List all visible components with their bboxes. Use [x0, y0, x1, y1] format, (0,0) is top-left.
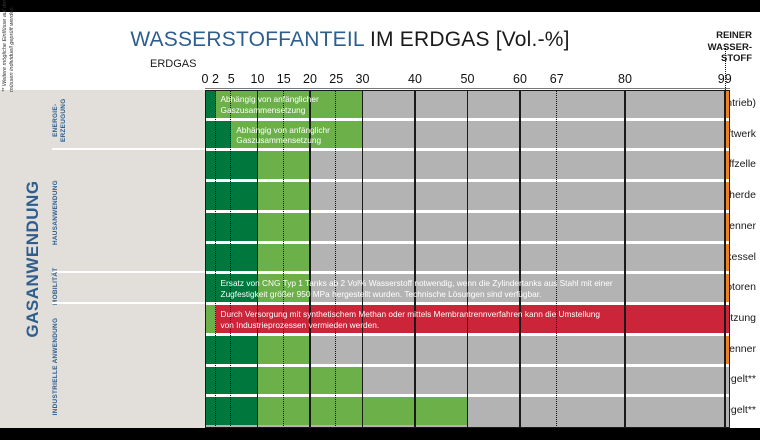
axis-tick-20: 20 — [303, 72, 317, 86]
axis-tick-30: 30 — [355, 72, 370, 86]
left-label-panel — [0, 90, 205, 428]
x-axis-ticks: 0 2 5 10 15 20 25 30 40 50 60 67 80 99 — [0, 72, 760, 90]
cell-annotation: Ersatz von CNG Typ 1 Tanks ab 2 Vol% Was… — [220, 278, 613, 299]
row-label-4: Gasherde — [709, 189, 756, 202]
heatmap-cell — [215, 90, 363, 118]
pure-hydrogen-guide — [724, 48, 726, 90]
letterbox-bar-bottom — [0, 428, 760, 440]
gridline-dotted-15 — [282, 90, 284, 428]
gridline-dotted-25 — [335, 90, 337, 428]
heatmap-cell — [724, 212, 730, 241]
group-separator — [52, 302, 205, 305]
axis-tick-2: 2 — [212, 72, 219, 86]
axis-tick-10: 10 — [250, 72, 265, 86]
heatmap-cell — [724, 90, 730, 118]
gridline-dotted-5 — [230, 90, 232, 428]
axis-tick-5: 5 — [227, 72, 235, 86]
gridline-99 — [723, 90, 726, 428]
axis-tick-25: 25 — [329, 72, 344, 86]
heatmap-cell — [362, 90, 725, 118]
heatmap-cell — [310, 151, 725, 180]
heatmap-cell — [205, 90, 216, 118]
axis-tick-67: 67 — [549, 72, 564, 86]
heatmap-cell — [724, 274, 730, 303]
gridline-dotted-2 — [214, 90, 216, 428]
heatmap-cell — [310, 274, 725, 303]
page-title: WASSERSTOFFANTEIL IM ERDGAS [Vol.-%] — [0, 28, 700, 52]
heatmap-cell — [362, 366, 730, 395]
gridline-50 — [466, 90, 469, 428]
gridline-10 — [256, 90, 259, 428]
heatmap-cell — [231, 120, 363, 149]
pure-hydrogen-label: REINER WASSER- STOFF — [707, 30, 752, 64]
group-label-4: INDUSTRIELLE ANWENDUNG — [52, 317, 59, 416]
heatmap-cell — [215, 305, 730, 333]
page-title-rest: IM ERDGAS [Vol.-%] — [363, 28, 570, 51]
heatmap-cell — [362, 120, 725, 149]
group-label-3: MOBILITÄT — [52, 267, 59, 306]
heatmap-cell — [205, 274, 216, 303]
gridline-40 — [414, 90, 416, 428]
heatmap-cell — [724, 335, 730, 364]
heatmap-cell — [724, 243, 730, 272]
axis-tick-0: 0 — [201, 72, 209, 86]
cell-annotation: Abhängig von anfänglicher Gaszusammensetz… — [220, 94, 319, 115]
gridline-60 — [519, 90, 521, 428]
heatmap-cell — [467, 397, 730, 425]
group-label-2: HAUSANWENDUNG — [52, 180, 59, 246]
group-separator — [52, 148, 205, 151]
page-title-highlight: WASSERSTOFFANTEIL — [130, 28, 364, 51]
heatmap-cell — [310, 212, 725, 241]
group-separator — [52, 271, 205, 274]
group-label-1: ENERGIE- ERZEUGUNG — [52, 98, 67, 143]
heatmap-cell — [310, 335, 725, 364]
axis-tick-15: 15 — [276, 72, 291, 86]
heatmap-plot: Abhängig von anfänglicher Gaszusammensetz… — [205, 90, 730, 428]
heatmap-cell — [724, 182, 730, 210]
gridline-30 — [361, 90, 364, 428]
axis-baseline — [205, 88, 730, 89]
axis-tick-50: 50 — [460, 72, 475, 86]
axis-tick-40: 40 — [408, 72, 422, 86]
heatmap-cell — [724, 120, 730, 149]
heatmap-cell — [724, 151, 730, 180]
heatmap-cell — [215, 274, 258, 303]
letterbox-bar-top — [0, 0, 760, 12]
cell-annotation: Durch Versorgung mit synthetischem Metha… — [220, 309, 601, 330]
heatmap-cell — [205, 120, 232, 149]
heatmap-cell — [310, 243, 725, 272]
natural-gas-label: ERDGAS — [150, 58, 197, 70]
axis-tick-60: 60 — [513, 72, 527, 86]
heatmap-cell — [310, 182, 725, 210]
cell-annotation: Abhängig von anfänglichr Gaszusammensetzu… — [236, 124, 330, 146]
gridline-dotted-67 — [555, 90, 557, 428]
gridline-20 — [309, 90, 311, 428]
axis-tick-80: 80 — [618, 72, 632, 86]
footnote-text: ** Weitere mögliche Einflüsse auf den Ge… — [2, 0, 15, 92]
gridline-80 — [624, 90, 626, 428]
vertical-axis-title: GASANWENDUNG — [23, 180, 42, 338]
heatmap-cell — [205, 305, 216, 333]
